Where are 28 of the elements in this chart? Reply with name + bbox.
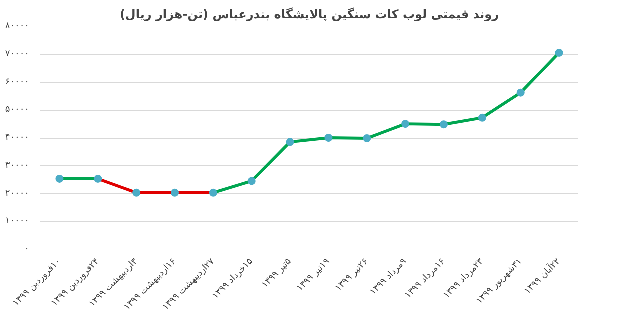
x-tick-label: ۱۹تیر ۱۳۹۹ bbox=[295, 256, 332, 294]
point bbox=[248, 177, 256, 186]
y-tick-label: ۸۰۰۰۰ bbox=[5, 22, 30, 32]
y-tick-label: ۵۰۰۰۰ bbox=[5, 105, 30, 116]
point bbox=[132, 188, 141, 197]
y-tick-label: ۳۰۰۰۰ bbox=[5, 160, 30, 171]
point bbox=[94, 174, 102, 183]
point bbox=[209, 188, 218, 197]
x-tick-label: ۲۲آبان ۱۳۹۹ bbox=[522, 255, 563, 297]
point bbox=[363, 134, 372, 143]
point bbox=[402, 120, 410, 128]
y-tick-label: ۲۰۰۰۰ bbox=[5, 188, 30, 199]
point bbox=[440, 120, 448, 129]
point bbox=[516, 88, 525, 97]
point bbox=[324, 134, 333, 142]
point bbox=[478, 114, 486, 122]
y-tick-label: ۶۰۰۰۰ bbox=[5, 77, 30, 88]
point bbox=[171, 188, 179, 197]
x-tick-label: ۲۶تیر ۱۳۹۹ bbox=[334, 256, 371, 294]
y-tick-label: ۷۰۰۰۰ bbox=[5, 49, 30, 60]
y-tick-label: ۱۰۰۰۰ bbox=[5, 216, 30, 227]
point bbox=[286, 138, 294, 146]
chart-title: روند قیمتی لوب کات سنگین پالایشگاه بندرعباس (تن-هزار ریال) bbox=[120, 8, 500, 22]
x-tick-label: ۵تیر ۱۳۹۹ bbox=[260, 256, 294, 290]
y-tick-label: ۰ bbox=[24, 244, 30, 254]
y-tick-label: ۴۰۰۰۰ bbox=[5, 133, 30, 143]
point bbox=[56, 174, 64, 183]
point bbox=[555, 48, 564, 57]
